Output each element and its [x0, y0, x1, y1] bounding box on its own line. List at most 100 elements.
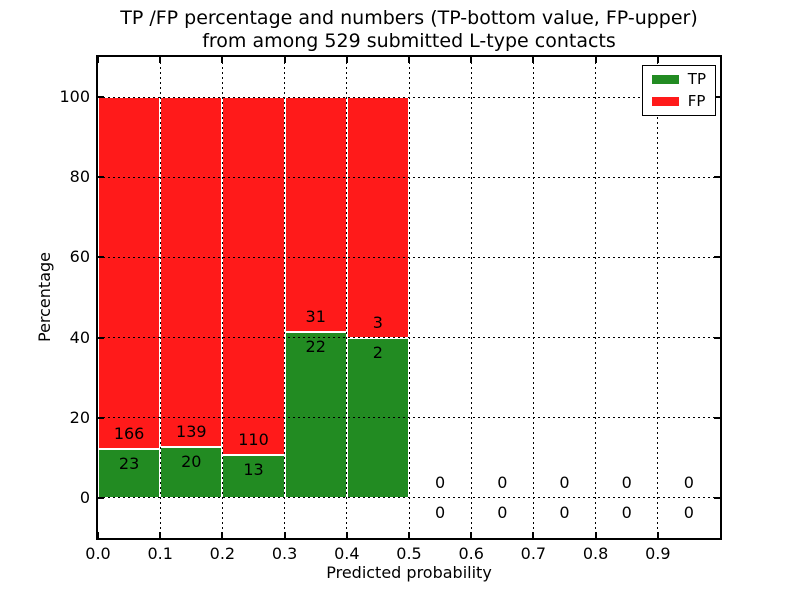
chart-title: TP /FP percentage and numbers (TP-bottom… — [98, 7, 720, 53]
chart-title-line-2: from among 529 submitted L-type contacts — [202, 30, 616, 52]
bar-segment-tp — [222, 455, 285, 498]
gridline-vertical — [346, 57, 348, 538]
annotation-tp-count: 20 — [181, 452, 202, 472]
annotation-fp-count: 3 — [372, 312, 383, 332]
y-tick-labels: 0 20 40 60 80 100 — [0, 57, 90, 538]
annotation-fp-count: 0 — [435, 472, 446, 492]
annotation-fp-count: 31 — [305, 306, 326, 326]
bar-segment-fp — [98, 97, 161, 449]
x-tick-mark-top — [221, 57, 224, 63]
y-tick-mark-left — [98, 416, 104, 419]
x-tick-mark-top — [159, 57, 162, 63]
gridline-vertical — [284, 57, 286, 538]
legend: TP FP — [641, 65, 716, 116]
x-tick-mark-bottom — [283, 532, 286, 538]
x-tick-label: 0.3 — [271, 544, 298, 563]
legend-item-fp: FP — [651, 92, 706, 110]
x-tick-mark-top — [594, 57, 597, 63]
annotation-fp-count: 0 — [683, 472, 694, 492]
y-tick-mark-right — [714, 256, 720, 259]
annotation-fp-count: 0 — [497, 472, 508, 492]
y-tick-label: 60 — [69, 247, 90, 267]
gridline-vertical — [532, 57, 534, 538]
y-tick-label: 100 — [59, 87, 90, 107]
y-tick-mark-right — [714, 336, 720, 339]
annotation-fp-count: 139 — [176, 422, 207, 442]
bar-segment-fp — [284, 97, 347, 332]
y-tick-label: 80 — [69, 167, 90, 187]
y-tick-label: 40 — [69, 327, 90, 347]
legend-label-tp: TP — [687, 70, 706, 88]
x-tick-mark-bottom — [470, 532, 473, 538]
x-tick-mark-bottom — [159, 532, 162, 538]
x-tick-label: 0.2 — [209, 544, 236, 563]
x-tick-mark-top — [345, 57, 348, 63]
y-tick-mark-left — [98, 176, 104, 179]
annotation-tp-count: 0 — [497, 502, 508, 522]
legend-label-fp: FP — [687, 92, 706, 110]
annotation-tp-count: 2 — [372, 342, 383, 362]
legend-item-tp: TP — [651, 70, 706, 88]
annotation-tp-count: 22 — [305, 336, 326, 356]
x-tick-mark-top — [97, 57, 99, 63]
x-tick-mark-bottom — [532, 532, 535, 538]
x-tick-label: 0.5 — [396, 544, 422, 563]
bar-segment-tp — [284, 331, 347, 498]
y-tick-mark-left — [98, 256, 104, 259]
x-tick-label: 0.1 — [147, 544, 173, 563]
x-tick-label: 0.4 — [334, 544, 360, 563]
bar-segment-fp — [346, 97, 409, 338]
gridline-vertical — [595, 57, 597, 538]
x-tick-mark-bottom — [345, 532, 348, 538]
x-tick-label: 0.7 — [520, 544, 547, 563]
annotation-fp-count: 0 — [621, 472, 632, 492]
gridline-vertical — [159, 57, 161, 538]
x-tick-mark-bottom — [221, 532, 224, 538]
annotation-tp-count: 0 — [435, 502, 446, 522]
y-tick-mark-left — [98, 496, 104, 499]
x-axis-label: Predicted probability — [326, 563, 492, 582]
y-tick-mark-left — [98, 336, 104, 339]
fp-color-swatch — [651, 97, 679, 106]
tp-color-swatch — [651, 75, 679, 84]
annotation-fp-count: 166 — [113, 424, 145, 443]
chart-title-line-1: TP /FP percentage and numbers (TP-bottom… — [120, 7, 698, 29]
annotation-tp-count: 0 — [559, 502, 570, 522]
gridline-vertical — [408, 57, 410, 538]
x-tick-mark-bottom — [656, 532, 659, 538]
x-tick-mark-top — [408, 57, 410, 63]
bar-segment-fp — [222, 97, 285, 456]
plot-area: 166 23 139 20 110 13 31 22 3 2 0 0 0 0 0 0 0 0 0 0 TP FP — [96, 55, 722, 540]
bar-segment-tp — [98, 449, 161, 498]
y-tick-label: 0 — [79, 487, 90, 507]
x-tick-label: 0.9 — [645, 544, 671, 563]
gridline-vertical — [221, 57, 223, 538]
y-tick-mark-right — [714, 176, 720, 179]
x-tick-labels: 0.0 0.1 0.2 0.3 0.4 0.5 0.6 0.7 0.8 0.9 — [85, 544, 720, 566]
annotation-tp-count: 0 — [683, 502, 694, 522]
annotation-fp-count: 0 — [559, 472, 570, 492]
x-tick-mark-top — [283, 57, 286, 63]
x-tick-label: 0.6 — [458, 544, 484, 563]
bar-segment-fp — [160, 97, 223, 448]
gridline-vertical — [470, 57, 472, 538]
x-tick-mark-bottom — [97, 532, 99, 538]
annotation-tp-count: 0 — [621, 502, 632, 522]
x-tick-mark-top — [470, 57, 473, 63]
y-tick-mark-left — [98, 96, 104, 99]
x-tick-mark-top — [656, 57, 659, 63]
annotation-fp-count: 110 — [238, 430, 269, 450]
x-tick-mark-bottom — [408, 532, 410, 538]
x-tick-label: 0.8 — [582, 544, 609, 563]
x-tick-label: 0.0 — [85, 544, 111, 563]
y-tick-mark-right — [714, 96, 720, 99]
x-tick-mark-bottom — [594, 532, 597, 538]
annotation-tp-count: 13 — [243, 460, 264, 480]
y-tick-mark-right — [714, 496, 720, 499]
y-tick-label: 20 — [69, 407, 90, 427]
y-tick-mark-right — [714, 416, 720, 419]
annotation-tp-count: 23 — [118, 454, 140, 473]
gridline-vertical — [657, 57, 659, 538]
x-tick-mark-top — [532, 57, 535, 63]
